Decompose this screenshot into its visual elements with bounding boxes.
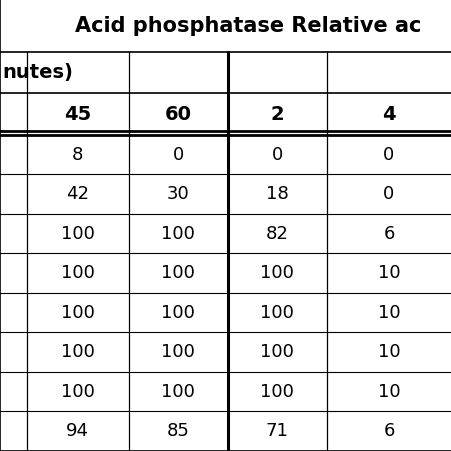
Text: 85: 85 <box>167 422 189 440</box>
Text: 100: 100 <box>161 264 195 282</box>
Text: 94: 94 <box>66 422 89 440</box>
Text: 18: 18 <box>266 185 289 203</box>
Text: 10: 10 <box>377 383 400 401</box>
Text: 71: 71 <box>266 422 289 440</box>
Text: 10: 10 <box>377 264 400 282</box>
Text: 8: 8 <box>72 146 83 164</box>
Text: Acid phosphatase Relative ac: Acid phosphatase Relative ac <box>75 16 421 36</box>
Text: 100: 100 <box>161 343 195 361</box>
Text: 6: 6 <box>383 225 395 243</box>
Text: 100: 100 <box>61 225 95 243</box>
Text: 2: 2 <box>271 105 284 124</box>
Text: 6: 6 <box>383 422 395 440</box>
Text: 0: 0 <box>383 146 395 164</box>
Text: 100: 100 <box>61 343 95 361</box>
Text: 4: 4 <box>382 105 396 124</box>
Text: 0: 0 <box>383 185 395 203</box>
Text: 100: 100 <box>161 383 195 401</box>
Text: nutes): nutes) <box>2 63 73 82</box>
Text: 0: 0 <box>173 146 184 164</box>
Text: 100: 100 <box>260 383 295 401</box>
Text: 60: 60 <box>165 105 192 124</box>
Text: 100: 100 <box>260 304 295 322</box>
Text: 100: 100 <box>61 304 95 322</box>
Text: 100: 100 <box>161 304 195 322</box>
Text: 10: 10 <box>377 343 400 361</box>
Text: 82: 82 <box>266 225 289 243</box>
Text: 30: 30 <box>167 185 189 203</box>
Text: 10: 10 <box>377 304 400 322</box>
Text: 100: 100 <box>260 343 295 361</box>
Text: 100: 100 <box>61 383 95 401</box>
Text: 100: 100 <box>161 225 195 243</box>
Text: 45: 45 <box>64 105 92 124</box>
Text: 100: 100 <box>61 264 95 282</box>
Text: 100: 100 <box>260 264 295 282</box>
Text: 0: 0 <box>272 146 283 164</box>
Text: 42: 42 <box>66 185 89 203</box>
